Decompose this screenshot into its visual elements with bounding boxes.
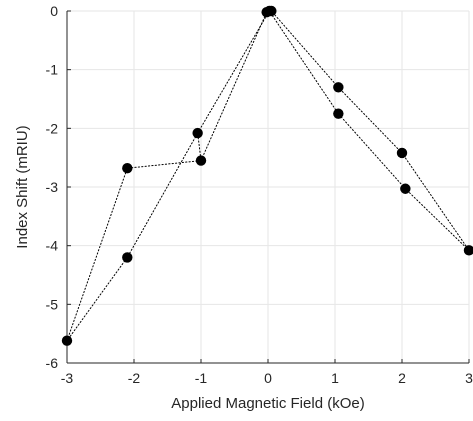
x-tick-label: -2 [128, 370, 141, 386]
markers-layer [61, 5, 473, 346]
data-point [61, 335, 73, 346]
series-layer [66, 10, 470, 342]
data-point [122, 252, 133, 263]
data-point [333, 108, 344, 119]
series-line-2 [200, 11, 268, 162]
y-tick-label: -4 [46, 238, 59, 254]
x-tick-label: 0 [264, 370, 272, 386]
series-line-3 [197, 10, 270, 134]
ticks: -3 -2 -1 0 1 2 3 0 -1 -2 -3 -4 -5 -6 [46, 3, 473, 386]
x-tick-label: 3 [465, 370, 473, 386]
x-tick-label: 2 [398, 370, 406, 386]
y-tick-label: -3 [46, 179, 59, 195]
data-point [333, 82, 344, 93]
x-tick-label: -1 [195, 370, 208, 386]
x-tick-label: 1 [331, 370, 339, 386]
x-axis-label: Applied Magnetic Field (kOe) [171, 395, 364, 412]
y-tick-label: -2 [46, 120, 59, 136]
y-tick-label: -1 [46, 62, 59, 78]
series-line-1 [266, 10, 470, 251]
data-point [396, 147, 408, 159]
data-point [463, 245, 473, 256]
y-tick-label: 0 [50, 3, 58, 19]
data-point [192, 127, 203, 139]
y-axis-label: Index Shift (mRIU) [14, 125, 31, 248]
x-tick-label: -3 [61, 370, 74, 386]
data-point [122, 163, 133, 174]
data-point [264, 5, 275, 17]
y-tick-label: -6 [46, 355, 59, 371]
data-point [195, 155, 207, 166]
y-tick-label: -5 [46, 296, 59, 312]
data-point [400, 183, 411, 194]
